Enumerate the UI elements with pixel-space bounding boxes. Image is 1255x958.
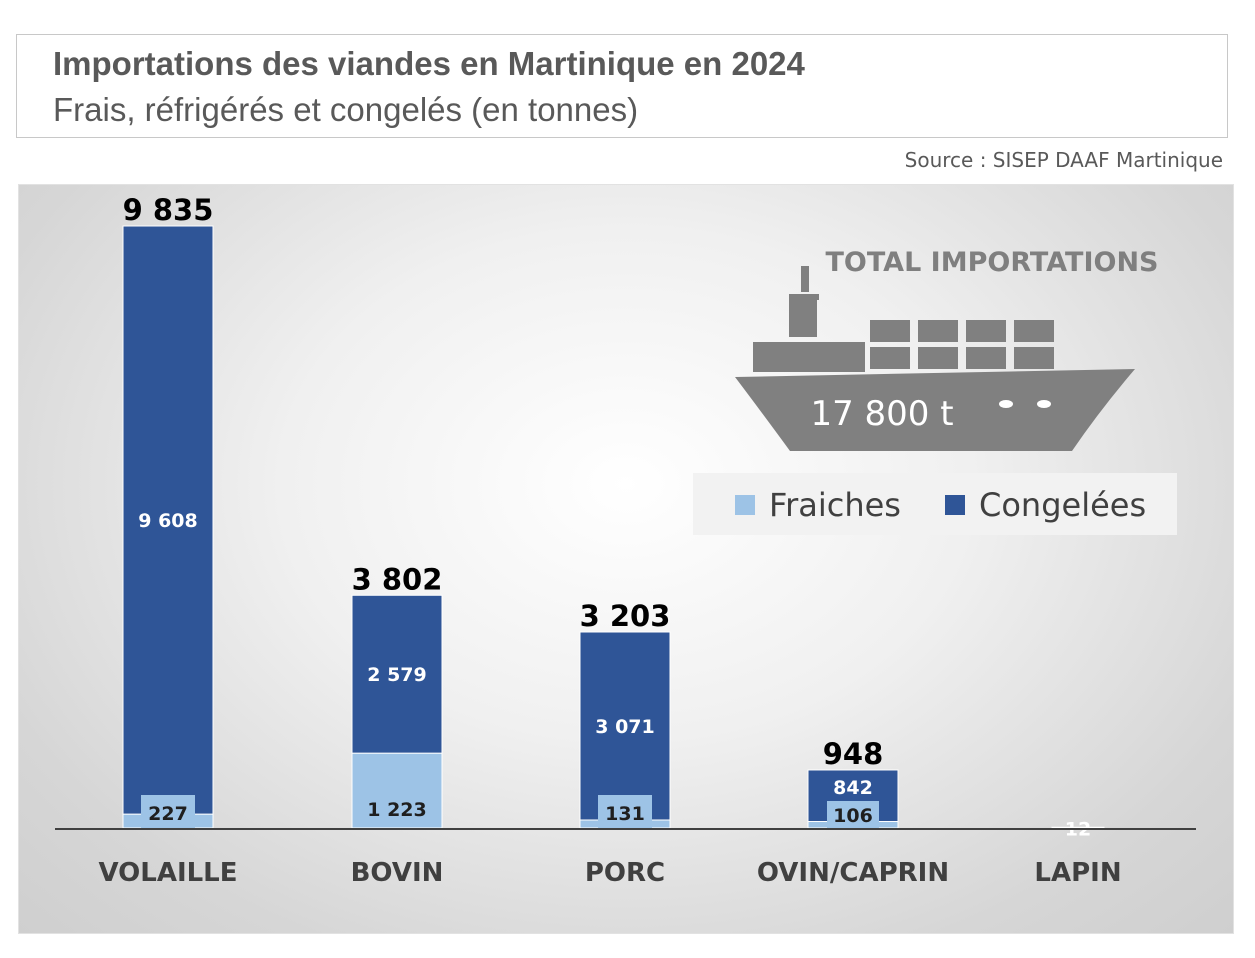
label-congelees-volaille: 9 608 <box>138 510 198 532</box>
total-label-volaille: 9 835 <box>123 193 214 227</box>
ship-heading: TOTAL IMPORTATIONS <box>825 247 1158 278</box>
ship-hull <box>735 369 1135 451</box>
container-0-1 <box>918 320 958 342</box>
container-1-0 <box>870 347 910 369</box>
label-box-fraiches-ovin-caprin <box>827 801 879 828</box>
category-label-porc: PORC <box>585 858 665 888</box>
source-note: Source : SISEP DAAF Martinique <box>904 148 1223 172</box>
container-0-0 <box>870 320 910 342</box>
chart-subtitle: Frais, réfrigérés et congelés (en tonnes… <box>53 91 639 128</box>
total-label-porc: 3 203 <box>580 599 671 633</box>
legend-label-congelees: Congelées <box>979 486 1147 524</box>
label-congelees-ovin-caprin: 842 <box>833 777 873 799</box>
category-label-lapin: LAPIN <box>1034 858 1121 888</box>
bar-fraiches-bovin <box>351 752 443 829</box>
container-1-1 <box>918 347 958 369</box>
container-0-3 <box>1014 320 1054 342</box>
ship-bridge-roof <box>789 294 819 300</box>
legend-item-fraiches: Fraiches <box>735 486 901 524</box>
legend: Fraiches Congelées <box>693 473 1177 535</box>
legend-label-fraiches: Fraiches <box>769 486 901 524</box>
label-fraiches-ovin-caprin: 106 <box>833 805 873 827</box>
bar-congelees-volaille <box>122 225 214 815</box>
bar-congelees-bovin <box>351 594 443 754</box>
category-label-ovin-caprin: OVIN/CAPRIN <box>757 858 949 888</box>
chart-title: Importations des viandes en Martinique e… <box>53 45 805 82</box>
container-0-2 <box>966 320 1006 342</box>
category-label-bovin: BOVIN <box>351 858 444 888</box>
total-label-bovin: 3 802 <box>352 562 443 596</box>
label-fraiches-bovin: 1 223 <box>367 799 427 821</box>
label-congelees-bovin: 2 579 <box>367 664 427 686</box>
legend-item-congelees: Congelées <box>945 486 1146 524</box>
total-importations-value: 17 800 t <box>810 394 953 434</box>
ship-deck <box>753 342 865 372</box>
bars-layer: 9 608 227 9 835 VOLAILLE 2 579 1 223 3 802 BOVI… <box>98 193 1121 888</box>
porthole-1 <box>999 400 1013 408</box>
title-box: Importations des viandes en Martinique e… <box>16 34 1228 138</box>
category-label-volaille: VOLAILLE <box>98 858 237 888</box>
label-congelees-porc: 3 071 <box>595 716 655 738</box>
label-box-fraiches-volaille <box>141 795 195 828</box>
container-1-2 <box>966 347 1006 369</box>
ship-bridge <box>789 300 817 337</box>
porthole-2 <box>1037 400 1051 408</box>
cargo-ship-icon <box>735 266 1135 451</box>
container-1-3 <box>1014 347 1054 369</box>
legend-swatch-fraiches <box>735 495 755 515</box>
bar-congelees-porc <box>579 631 671 821</box>
ship-mast <box>801 266 809 292</box>
total-label-ovin-caprin: 948 <box>823 737 884 771</box>
label-box-fraiches-porc <box>598 795 652 828</box>
legend-swatch-congelees <box>945 495 965 515</box>
label-fraiches-porc: 131 <box>605 803 645 825</box>
label-fraiches-volaille: 227 <box>148 803 188 825</box>
